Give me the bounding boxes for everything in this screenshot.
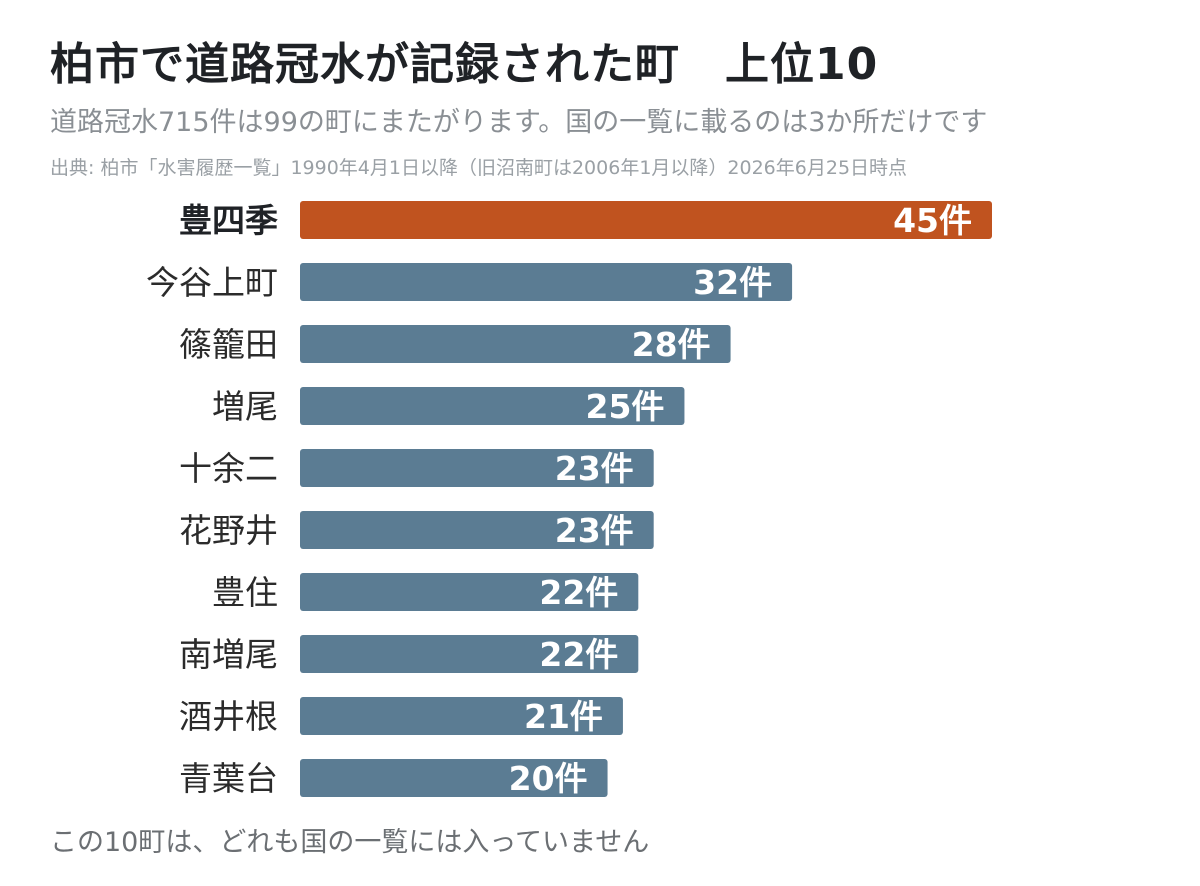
bar-9 (300, 697, 623, 735)
value-label: 25件 (586, 387, 665, 426)
bar-10 (300, 759, 608, 797)
value-label: 22件 (539, 573, 618, 612)
value-label: 23件 (555, 449, 634, 488)
value-label: 32件 (693, 263, 772, 302)
value-label: 45件 (893, 201, 972, 240)
value-label: 28件 (632, 325, 711, 364)
bar-1 (300, 201, 992, 239)
category-label: 十余二 (179, 449, 278, 488)
chart-title: 柏市で道路冠水が記録された町 上位10 (50, 39, 879, 90)
value-label: 23件 (555, 511, 634, 550)
category-label: 豊住 (212, 573, 278, 612)
bar-5 (300, 449, 654, 487)
bar-2 (300, 263, 793, 301)
category-label: 南増尾 (179, 635, 278, 674)
bar-7 (300, 573, 639, 611)
category-label: 篠籠田 (179, 325, 278, 364)
value-label: 22件 (539, 635, 618, 674)
chart-subtitle: 道路冠水715件は99の町にまたがります。国の一覧に載るのは3か所だけです (50, 107, 988, 138)
bar-3 (300, 325, 731, 363)
bar-8 (300, 635, 639, 673)
category-label: 増尾 (212, 387, 278, 426)
category-label: 酒井根 (179, 697, 278, 736)
bar-4 (300, 387, 685, 425)
category-label: 今谷上町 (146, 263, 278, 302)
category-label: 花野井 (179, 511, 278, 550)
bar-6 (300, 511, 654, 549)
source-note: 出典: 柏市「水害履歴一覧」1990年4月1日以降（旧沼南町は2006年1月以降… (50, 157, 908, 179)
value-label: 21件 (524, 697, 603, 736)
value-label: 20件 (509, 759, 588, 798)
footer-note: この10町は、どれも国の一覧には入っていません (50, 827, 650, 858)
category-label: 豊四季 (179, 201, 278, 240)
category-label: 青葉台 (179, 759, 278, 798)
